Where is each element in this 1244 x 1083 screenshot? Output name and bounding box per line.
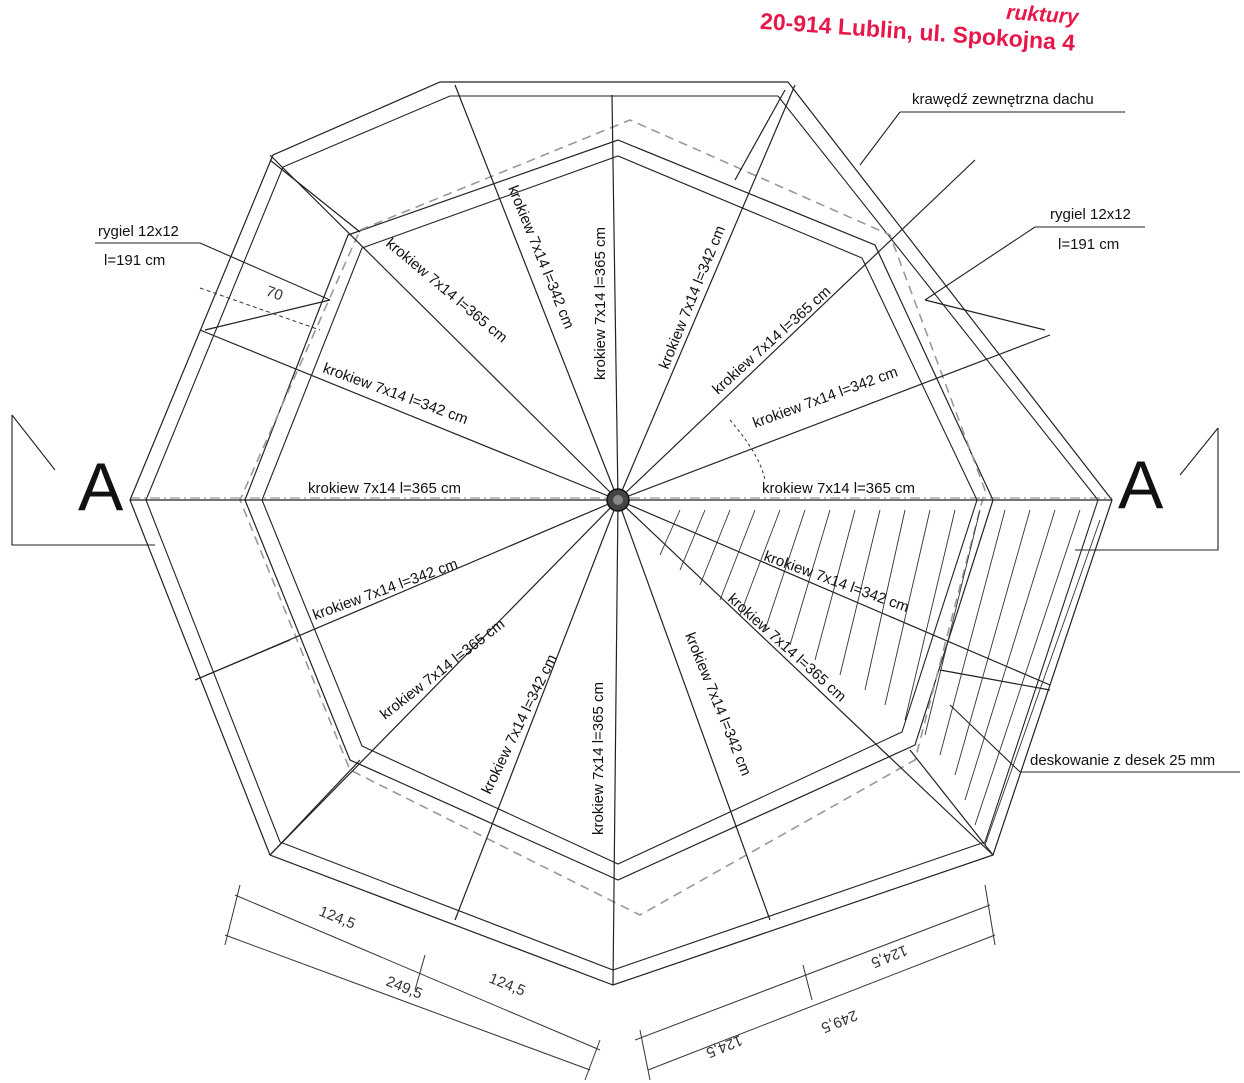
rafter-label: krokiew 7x14 l=365 cm bbox=[592, 227, 609, 380]
callout-beam-right: rygiel 12x12 l=191 cm bbox=[924, 206, 1145, 301]
section-letter-left: A bbox=[78, 449, 124, 525]
dimension-right: 124,5 124,5 249,5 bbox=[634, 884, 996, 1081]
dim-right-half-upper: 124,5 bbox=[869, 941, 910, 971]
ring-beams bbox=[194, 89, 1051, 856]
rafter-label: krokiew 7x14 l=342 cm bbox=[478, 652, 560, 797]
rafter-label: krokiew 7x14 l=365 cm bbox=[590, 682, 607, 835]
rafter-label: krokiew 7x14 l=365 cm bbox=[709, 283, 834, 398]
section-letter-right: A bbox=[1118, 447, 1164, 523]
rafter-label: krokiew 7x14 l=365 cm bbox=[308, 480, 461, 497]
rafter-label: krokiew 7x14 l=342 cm bbox=[504, 183, 577, 331]
angle-arc bbox=[729, 419, 766, 481]
dim-right-half-lower: 124,5 bbox=[704, 1031, 745, 1061]
king-post-core bbox=[613, 495, 623, 505]
dim-right-total: 249,5 bbox=[819, 1006, 860, 1036]
company-stamp: ruktury 20-914 Lublin, ul. Spokojna 4 bbox=[759, 1, 1081, 56]
beam-right-name: rygiel 12x12 bbox=[1050, 206, 1131, 223]
section-mark-left: A bbox=[11, 414, 155, 546]
stamp-line-1: ruktury bbox=[1006, 1, 1081, 29]
callout-boarding-text: deskowanie z desek 25 mm bbox=[1030, 752, 1215, 769]
dimension-left: 124,5 249,5 124,5 bbox=[224, 884, 601, 1081]
callout-beam-left: rygiel 12x12 l=191 cm 70 bbox=[95, 223, 331, 331]
rafter-label: krokiew 7x14 l=342 cm bbox=[656, 223, 729, 371]
callout-roof-edge: krawędź zewnętrzna dachu bbox=[859, 91, 1125, 166]
boarding-hatch bbox=[659, 509, 1101, 846]
dimension-small-mark: 70 bbox=[264, 283, 285, 305]
section-mark-right: A bbox=[1075, 427, 1219, 551]
callout-roof-edge-text: krawędź zewnętrzna dachu bbox=[912, 91, 1094, 108]
beam-left-length: l=191 cm bbox=[104, 252, 165, 269]
wall-outline-dashed bbox=[239, 119, 986, 916]
rafter-label: krokiew 7x14 l=365 cm bbox=[377, 616, 508, 724]
dim-left-half-upper: 124,5 bbox=[317, 903, 358, 933]
rafter-label: krokiew 7x14 l=342 cm bbox=[321, 360, 471, 428]
rafter-label: krokiew 7x14 l=342 cm bbox=[311, 555, 461, 623]
rafter-label: krokiew 7x14 l=365 cm bbox=[724, 590, 849, 705]
rafter-label: krokiew 7x14 l=365 cm bbox=[762, 480, 915, 497]
callout-boarding: deskowanie z desek 25 mm bbox=[949, 704, 1240, 773]
rafter-lines bbox=[130, 84, 1112, 986]
inner-ring-beam-inner bbox=[261, 155, 978, 865]
beam-right-length: l=191 cm bbox=[1058, 236, 1119, 253]
outer-roof-edge-inner bbox=[145, 95, 1099, 971]
dim-left-half-lower: 124,5 bbox=[487, 970, 528, 1000]
rafter-label: krokiew 7x14 l=342 cm bbox=[751, 363, 901, 431]
inner-ring-beam bbox=[244, 139, 994, 881]
beam-left-name: rygiel 12x12 bbox=[98, 223, 179, 240]
